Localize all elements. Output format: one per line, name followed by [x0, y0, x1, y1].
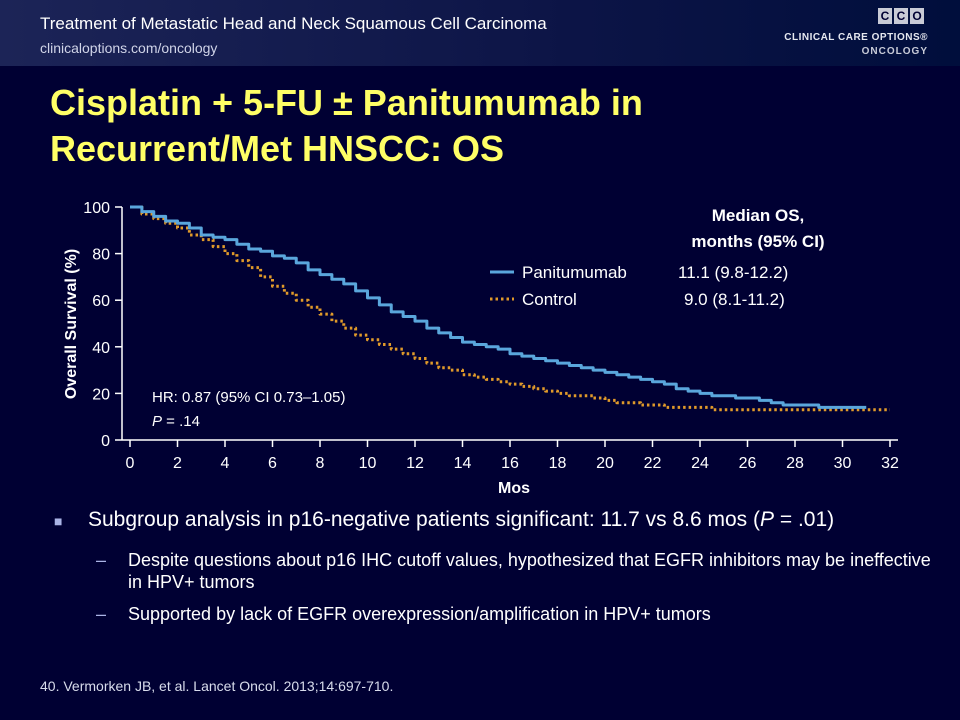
slide-title: Cisplatin + 5-FU ± Panitumumab in Recurr…: [50, 80, 910, 172]
square-bullet-icon: ■: [54, 513, 63, 529]
legend-median-panitumumab: 11.1 (9.8-12.2): [678, 263, 788, 282]
bullet-main: ■ Subgroup analysis in p16-negative pati…: [52, 506, 932, 533]
y-tick-label: 40: [92, 340, 110, 357]
x-tick-label: 30: [834, 455, 852, 472]
y-tick-label: 60: [92, 293, 110, 310]
x-tick-label: 14: [454, 455, 472, 472]
x-tick-label: 16: [501, 455, 519, 472]
x-tick-label: 20: [596, 455, 614, 472]
y-axis-label: Overall Survival (%): [63, 249, 80, 399]
bullet-sub-2-text: Supported by lack of EGFR overexpression…: [128, 604, 711, 624]
logo-boxes: C C O: [878, 8, 924, 24]
hazard-ratio-annotation: HR: 0.87 (95% CI 0.73–1.05): [152, 389, 345, 406]
x-tick-label: 32: [881, 455, 899, 472]
x-tick-label: 18: [549, 455, 567, 472]
x-tick-label: 22: [644, 455, 662, 472]
cco-logo: C C O CLINICAL CARE OPTIONS® ONCOLOGY: [784, 8, 934, 60]
p-value-label: P: [152, 413, 162, 430]
x-tick-label: 28: [786, 455, 804, 472]
series-line-control: [130, 205, 890, 412]
x-tick-label: 26: [739, 455, 757, 472]
y-axis-ticks: 0 20 40 60 80 100: [83, 200, 122, 450]
bullet-main-text: Subgroup analysis in p16-negative patien…: [88, 508, 760, 531]
logo-box-1: C: [878, 8, 892, 24]
bullet-main-tail: = .01): [774, 508, 835, 531]
logo-text-line2: ONCOLOGY: [861, 46, 928, 57]
slide-title-line2: Recurrent/Met HNSCC: OS: [50, 128, 505, 169]
series-line-panitumumab: [130, 205, 867, 409]
x-tick-label: 8: [316, 455, 325, 472]
logo-text-line1: CLINICAL CARE OPTIONS®: [784, 32, 928, 43]
legend-label-panitumumab: Panitumumab: [522, 263, 627, 282]
x-tick-label: 0: [126, 455, 135, 472]
dash-bullet-icon: –: [96, 604, 107, 624]
header-title: Treatment of Metastatic Head and Neck Sq…: [40, 14, 547, 33]
dash-bullet-icon: –: [96, 550, 107, 570]
bullet-sub-1: – Despite questions about p16 IHC cutoff…: [52, 549, 932, 593]
header-url: clinicaloptions.com/oncology: [40, 40, 218, 56]
logo-box-3: O: [910, 8, 924, 24]
bullet-sub-1-text: Despite questions about p16 IHC cutoff v…: [128, 550, 931, 592]
y-tick-label: 20: [92, 386, 110, 403]
legend-title-line1: Median OS,: [712, 206, 805, 225]
bullet-sub-2: – Supported by lack of EGFR overexpressi…: [52, 603, 932, 625]
header-band: [0, 0, 960, 66]
x-tick-label: 4: [221, 455, 230, 472]
y-tick-label: 100: [83, 200, 110, 217]
x-tick-label: 24: [691, 455, 709, 472]
series-lines: [130, 205, 890, 412]
slide-title-line1: Cisplatin + 5-FU ± Panitumumab in: [50, 82, 643, 123]
p-value-annotation: P = .14: [152, 413, 200, 430]
bullet-list: ■ Subgroup analysis in p16-negative pati…: [52, 506, 932, 625]
survival-chart: 0 2 4 6 8 10 12 14 16 18 20 22 24 26 28 30 32 0204060801…: [63, 200, 899, 497]
footnote: 40. Vermorken JB, et al. Lancet Oncol. 2…: [40, 678, 394, 694]
x-tick-label: 2: [173, 455, 182, 472]
x-tick-label: 10: [359, 455, 377, 472]
legend-title-line2: months (95% CI): [691, 232, 824, 251]
x-tick-label: 12: [406, 455, 424, 472]
p-value-number: = .14: [162, 413, 200, 430]
logo-box-2: C: [894, 8, 908, 24]
x-axis-label: Mos: [498, 480, 530, 497]
legend-median-control: 9.0 (8.1-11.2): [684, 290, 785, 309]
legend-label-control: Control: [522, 290, 577, 309]
x-tick-label: 6: [268, 455, 277, 472]
x-axis-ticks: 0 2 4 6 8 10 12 14 16 18 20 22 24 26 28 30 32: [126, 440, 899, 472]
y-tick-label: 0: [101, 433, 110, 450]
bullet-main-p: P: [760, 508, 775, 531]
y-tick-label: 80: [92, 247, 110, 264]
